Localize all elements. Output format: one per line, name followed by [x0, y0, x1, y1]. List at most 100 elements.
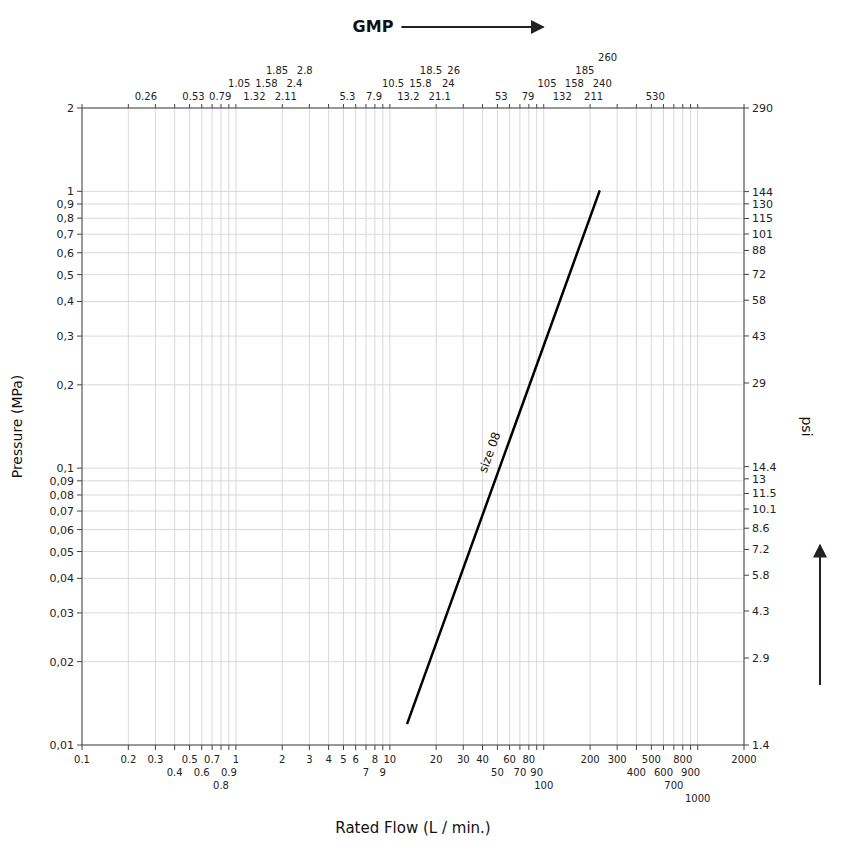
y2-tick — [744, 508, 749, 509]
x2-tick-label: 0.79 — [209, 91, 231, 102]
y-tick — [77, 551, 82, 552]
y-tick — [77, 494, 82, 495]
y-tick-label: 0,03 — [50, 607, 75, 620]
x-top-tick — [690, 104, 691, 108]
x-top-tick — [155, 104, 156, 108]
x2-tick-label: 2.11 — [275, 91, 297, 102]
x-tick — [663, 745, 664, 750]
x-tick-label: 2 — [279, 754, 285, 765]
y2-tick-label: 144 — [752, 186, 773, 199]
x-tick — [235, 745, 236, 750]
x-tick-label: 40 — [476, 754, 489, 765]
y-tick — [77, 252, 82, 253]
x-tick — [536, 745, 537, 750]
y2-tick-label: 29 — [752, 377, 766, 390]
y2-tick — [744, 108, 749, 109]
x2-tick-label: 7.9 — [366, 91, 382, 102]
x-tick-label: 0.4 — [167, 767, 183, 778]
y-tick-label: 0,08 — [50, 489, 75, 502]
y-tick — [77, 612, 82, 613]
x-tick — [744, 745, 745, 750]
y-tick-label: 0,01 — [50, 739, 75, 752]
y2-tick — [744, 658, 749, 659]
x-top-tick — [536, 104, 537, 108]
y2-tick — [744, 478, 749, 479]
x-tick — [697, 745, 698, 750]
series-line — [407, 191, 599, 723]
x-tick-label: 80 — [522, 754, 535, 765]
x-tick-label: 600 — [654, 767, 673, 778]
y-tick — [77, 511, 82, 512]
x-top-tick — [374, 104, 375, 108]
x-tick — [528, 745, 529, 750]
x-tick — [309, 745, 310, 750]
x2-tick-label: 158 — [565, 78, 584, 89]
y-grid-line — [82, 384, 744, 385]
x-top-tick — [651, 104, 652, 108]
x-top-tick — [212, 104, 213, 108]
x-top-tick — [543, 104, 544, 108]
y-grid-line — [82, 551, 744, 552]
y-tick — [77, 529, 82, 530]
x-top-tick — [201, 104, 202, 108]
y-tick — [77, 274, 82, 275]
title-arrow — [401, 26, 543, 28]
x-tick-label: 9 — [380, 767, 386, 778]
y2-arrow — [819, 545, 821, 685]
x-tick-label: 70 — [514, 767, 527, 778]
x-tick — [155, 745, 156, 750]
x-tick-label: 500 — [642, 754, 661, 765]
y-grid-line — [82, 336, 744, 337]
y2-axis-title: psi — [799, 416, 815, 436]
x-tick-label: 30 — [457, 754, 470, 765]
x-top-tick — [189, 104, 190, 108]
x2-tick-label: 2.8 — [297, 65, 313, 76]
y-tick — [77, 108, 82, 109]
x-tick-label: 0.2 — [120, 754, 136, 765]
y2-tick — [744, 218, 749, 219]
x2-tick-label: 10.5 — [382, 78, 404, 89]
x-tick — [382, 745, 383, 750]
y-grid-line — [82, 274, 744, 275]
y2-tick — [744, 233, 749, 234]
x-tick — [374, 745, 375, 750]
x-tick-label: 8 — [372, 754, 378, 765]
x-tick-label: 0.6 — [194, 767, 210, 778]
y-tick — [77, 191, 82, 192]
y-grid-line — [82, 191, 744, 192]
x2-tick-label: 1.58 — [255, 78, 277, 89]
y2-tick — [744, 466, 749, 467]
y2-tick-label: 4.3 — [752, 605, 770, 618]
x-tick — [509, 745, 510, 750]
x-tick — [228, 745, 229, 750]
y-tick — [77, 578, 82, 579]
x2-tick-label: 26 — [447, 65, 460, 76]
y-grid-line — [82, 612, 744, 613]
x2-tick-label: 13.2 — [397, 91, 419, 102]
y-grid-line — [82, 578, 744, 579]
x-tick-label: 60 — [503, 754, 516, 765]
chart: 0.10.20.30.40.50.60.70.80.91234567891020… — [0, 0, 842, 853]
y2-tick-label: 101 — [752, 228, 773, 241]
y2-tick — [744, 335, 749, 336]
x-top-tick — [617, 104, 618, 108]
y-tick-label: 0,5 — [57, 269, 75, 282]
x2-tick-label: 79 — [522, 91, 535, 102]
x2-tick-label: 53 — [495, 91, 508, 102]
x-tick — [543, 745, 544, 750]
y-tick-label: 0,8 — [57, 212, 75, 225]
x-top-tick — [309, 104, 310, 108]
y2-tick-label: 5.8 — [752, 569, 770, 582]
x2-tick-label: 185 — [575, 65, 594, 76]
y-grid-line — [82, 468, 744, 469]
y2-tick-label: 14.4 — [752, 461, 777, 474]
x-tick-label: 300 — [608, 754, 627, 765]
x-top-tick — [528, 104, 529, 108]
x-tick — [212, 745, 213, 750]
x2-tick-label: 2.4 — [286, 78, 302, 89]
y-tick — [77, 745, 82, 746]
y-tick-label: 2 — [67, 102, 74, 115]
x2-tick-label: 24 — [442, 78, 455, 89]
x-tick — [682, 745, 683, 750]
y2-tick — [744, 250, 749, 251]
